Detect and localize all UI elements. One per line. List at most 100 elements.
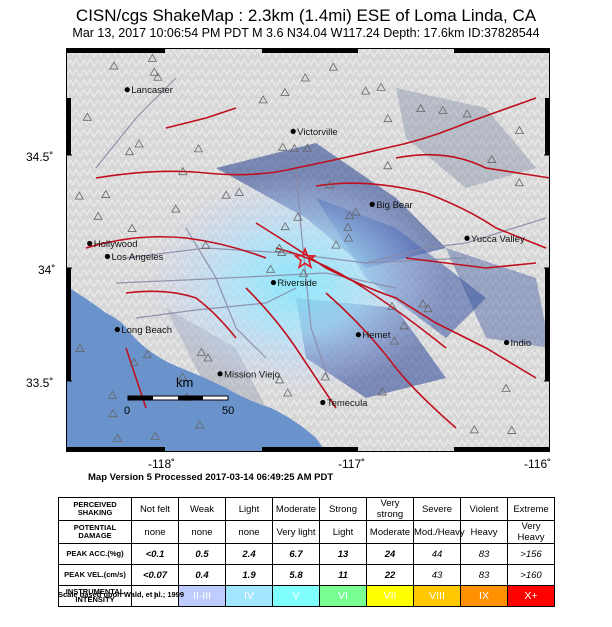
- station-triangle: [201, 240, 211, 249]
- legend-cell-mmi: V: [272, 585, 320, 607]
- legend-cell-shaking: Moderate: [272, 497, 320, 521]
- station-triangle: [351, 207, 361, 216]
- legend-cell-shaking: Strong: [319, 497, 367, 521]
- station-triangle: [487, 154, 497, 163]
- map-frame-ticks: [66, 48, 550, 452]
- lon-label-118: -118˚: [148, 457, 176, 471]
- station-triangle: [328, 62, 338, 71]
- city-label: Victorville: [297, 127, 337, 138]
- station-triangle: [258, 95, 268, 104]
- station-triangle: [383, 113, 393, 123]
- station-triangle: [469, 425, 479, 434]
- station-triangle: [325, 180, 335, 189]
- legend-cell-vel: 0.4: [178, 564, 226, 586]
- station-triangle: [196, 347, 207, 356]
- station-triangle: [280, 221, 290, 231]
- legend-cell-damage: Heavy: [460, 520, 508, 544]
- legend-cell-mmi: II-III: [178, 585, 226, 607]
- station-triangle: [203, 353, 213, 362]
- legend-cell-vel: <0.07: [131, 564, 179, 586]
- legend-cell-mmi: X+: [507, 585, 555, 607]
- legend-row-shaking: PERCEIVED SHAKING Not felt Weak Light Modera…: [58, 497, 555, 521]
- station-triangle: [134, 139, 144, 148]
- highways: [95, 77, 547, 379]
- map-version: Map Version 5 Processed 2017-03-14 06:49…: [88, 472, 334, 483]
- legend-cell-damage: Very Heavy: [507, 520, 555, 544]
- legend-row-mmi: INSTRUMENTAL INTENSITY I II-III IV V VI VII VII…: [58, 585, 555, 607]
- station-triangle: [423, 303, 433, 313]
- legend-row-damage: POTENTIAL DAMAGE none none none Very light Li…: [58, 520, 555, 544]
- legend-cell-shaking: Not felt: [131, 497, 179, 521]
- legend-cell-vel: 1.9: [225, 564, 273, 586]
- fault-lines: [85, 97, 550, 429]
- station-triangle: [193, 144, 204, 153]
- city-dot: [355, 332, 361, 338]
- station-triangle: [289, 143, 300, 153]
- station-triangle: [278, 142, 288, 151]
- city-label: Hollywood: [94, 239, 138, 250]
- legend-cell-mmi: IV: [225, 585, 273, 607]
- station-triangle: [514, 177, 524, 187]
- legend-cell-vel: 5.8: [272, 564, 320, 586]
- station-triangle: [127, 223, 137, 232]
- station-triangle: [149, 67, 159, 76]
- city-label: Big Bear: [376, 200, 412, 211]
- legend-row-header: INSTRUMENTAL INTENSITY: [58, 585, 132, 607]
- station-triangle: [153, 72, 163, 81]
- station-triangle: [298, 268, 309, 277]
- station-triangle: [171, 204, 181, 213]
- station-triangle: [507, 425, 517, 434]
- station-triangle: [343, 233, 354, 242]
- legend-cell-damage: none: [225, 520, 273, 544]
- lon-label-116: -116˚: [524, 457, 552, 471]
- station-triangle: [112, 433, 123, 442]
- legend-cell-mmi: I: [131, 585, 179, 607]
- legend-cell-shaking: Weak: [178, 497, 226, 521]
- legend-cell-shaking: Light: [225, 497, 273, 521]
- legend-cell-acc: 2.4: [225, 543, 273, 565]
- lat-label-33-5: 33.5˚: [26, 376, 54, 390]
- legend-cell-shaking: Violent: [460, 497, 508, 521]
- station-triangle: [221, 190, 231, 199]
- seismic-stations: [74, 53, 525, 442]
- legend-row-header: PEAK VEL.(cm/s): [58, 564, 132, 586]
- station-triangle: [331, 240, 341, 249]
- station-triangle: [377, 387, 388, 396]
- station-triangle: [274, 375, 285, 384]
- station-triangle: [514, 125, 525, 135]
- legend-row-vel: PEAK VEL.(cm/s) <0.07 0.4 1.9 5.8 11 22 43 83 >16…: [58, 564, 555, 586]
- station-triangle: [108, 408, 118, 418]
- legend-cell-acc: <0.1: [131, 543, 179, 565]
- station-triangle: [265, 264, 276, 273]
- city-label: Mission Viejo: [224, 369, 280, 380]
- station-triangle: [234, 187, 244, 196]
- city-dot: [270, 279, 277, 286]
- shakemap[interactable]: Lancaster Victorville Hollywood Big Bear Yuc…: [66, 48, 550, 452]
- legend-row-header: POTENTIAL DAMAGE: [58, 520, 132, 544]
- station-triangle: [142, 349, 152, 359]
- station-triangle: [150, 431, 160, 440]
- legend-cell-acc: 24: [366, 543, 414, 565]
- intensity-legend: PERCEIVED SHAKING Not felt Weak Light Modera…: [58, 497, 555, 607]
- station-triangle: [75, 343, 85, 352]
- legend-cell-damage: none: [178, 520, 226, 544]
- city-dot: [217, 371, 223, 377]
- legend-cell-damage: Very light: [272, 520, 320, 544]
- legend-cell-mmi: IX: [460, 585, 508, 607]
- legend-cell-vel: >160: [507, 564, 555, 586]
- station-triangle: [129, 357, 139, 366]
- city-label: Hemet: [362, 330, 390, 341]
- legend-cell-acc: 44: [413, 543, 461, 565]
- station-triangle: [195, 420, 205, 429]
- legend-cell-acc: >156: [507, 543, 555, 565]
- pacific-ocean: [66, 286, 326, 452]
- station-triangle: [101, 189, 111, 198]
- station-triangle: [93, 211, 103, 220]
- station-triangle: [462, 109, 472, 118]
- lat-label-34: 34˚: [38, 263, 56, 277]
- city-dot: [104, 253, 111, 260]
- legend-row-acc: PEAK ACC.(%g) <0.1 0.5 2.4 6.7 13 24 44 83 >156: [58, 543, 555, 565]
- legend-cell-acc: 83: [460, 543, 508, 565]
- legend-cell-mmi: VIII: [413, 585, 461, 607]
- scale-bar: km 0 50: [124, 375, 234, 417]
